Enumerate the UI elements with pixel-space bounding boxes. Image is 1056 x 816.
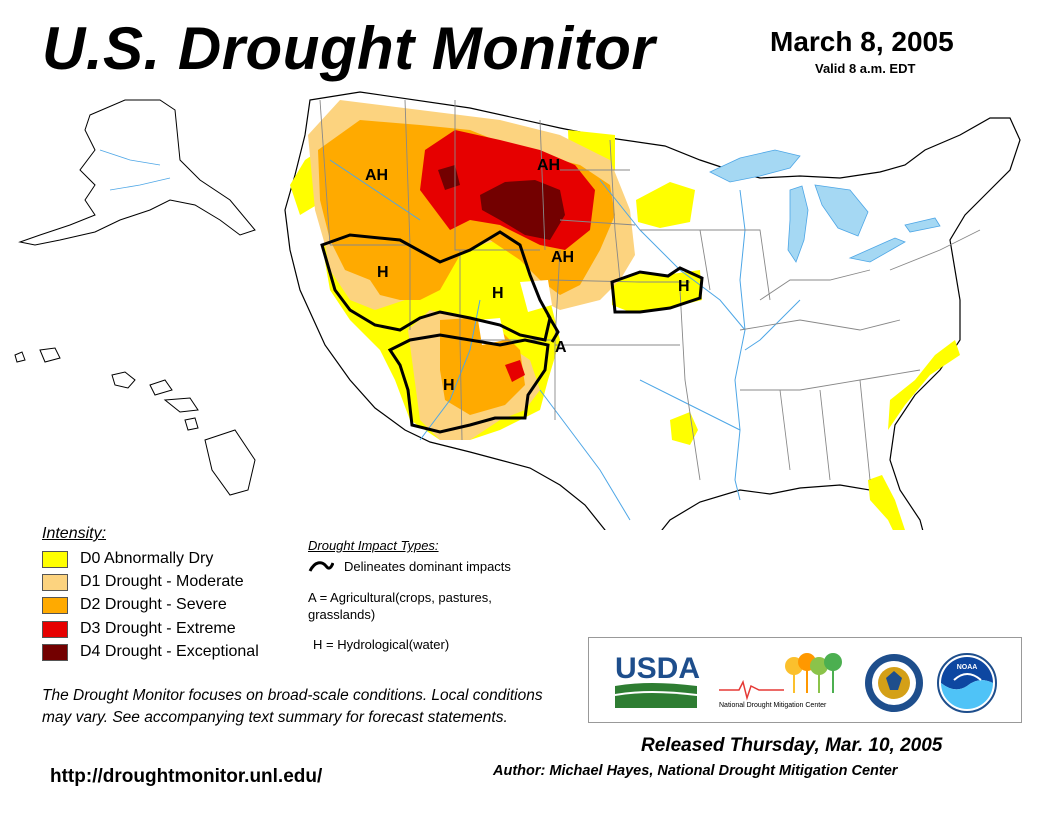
legend-label: D0 Abnormally Dry: [80, 550, 214, 567]
legend-label: D4 Drought - Exceptional: [80, 643, 259, 660]
legend-item-d4: D4 Drought - Exceptional: [42, 642, 259, 662]
impact-types-title: Drought Impact Types:: [308, 538, 439, 553]
legend-swatch-d0: [42, 550, 68, 568]
impact-label: H: [678, 278, 690, 295]
logos-strip: USDA National Drought Mitigation Center: [615, 652, 997, 713]
disclaimer-note: The Drought Monitor focuses on broad-sca…: [42, 687, 543, 726]
svg-text:National Drought Mitigation Ce: National Drought Mitigation Center: [719, 702, 827, 709]
author-credit: Author: Michael Hayes, National Drought …: [493, 763, 898, 779]
lake-superior: [709, 149, 801, 183]
drought-map: AH AH AH H H H H A A A: [14, 91, 1021, 530]
legend-item-d0: D0 Abnormally Dry: [42, 549, 213, 569]
state-boundaries: [319, 99, 981, 481]
hawaii: [14, 347, 256, 496]
impact-agricultural: A = Agricultural(crops, pastures, grassl…: [308, 590, 492, 622]
alaska: [18, 99, 256, 246]
lake-erie: [848, 237, 906, 263]
impact-label: A: [555, 339, 567, 356]
release-date: Released Thursday, Mar. 10, 2005: [641, 735, 943, 756]
lake-michigan: [787, 185, 809, 263]
legend-swatch-d1: [42, 573, 68, 591]
partner-logos: USDA National Drought Mitigation Center: [588, 637, 1022, 723]
impact-label: H: [443, 377, 455, 394]
legend-swatch-d4: [42, 643, 68, 661]
legend-swatch-d2: [42, 596, 68, 614]
legend-label: D3 Drought - Extreme: [80, 620, 236, 637]
legend-title: Intensity:: [42, 525, 107, 542]
impact-label: H: [377, 264, 389, 281]
valid-time: Valid 8 a.m. EDT: [815, 61, 916, 76]
svg-text:USDA: USDA: [615, 652, 700, 685]
legend-item-d1: D1 Drought - Moderate: [42, 572, 244, 592]
legend-label: D2 Drought - Severe: [80, 596, 227, 613]
impact-hydrological: H = Hydrological(water): [313, 637, 450, 652]
lake-huron: [814, 184, 869, 237]
impact-line-label: Delineates dominant impacts: [344, 558, 511, 574]
website-link[interactable]: http://droughtmonitor.unl.edu/: [50, 766, 323, 787]
department-of-commerce-seal: [865, 654, 923, 712]
alaska-rivers: [99, 149, 171, 191]
legend-swatch-d3: [42, 620, 68, 638]
page-title: U.S. Drought Monitor: [42, 15, 656, 82]
impact-boundaries: [320, 230, 704, 434]
normal-area: [520, 280, 552, 312]
impact-label: AH: [537, 157, 560, 174]
impact-line-symbol: [308, 561, 334, 572]
impact-line-legend: Delineates dominant impacts: [308, 558, 511, 574]
legend-item-d2: D2 Drought - Severe: [42, 595, 227, 615]
legend-label: D1 Drought - Moderate: [80, 573, 244, 590]
lake-ontario: [904, 217, 941, 233]
map-date: March 8, 2005: [770, 26, 954, 57]
impact-label: AH: [551, 249, 574, 266]
legend-item-d3: D3 Drought - Extreme: [42, 619, 236, 639]
impact-label: H: [492, 285, 504, 302]
impact-label: AH: [365, 167, 388, 184]
usda-logo: USDA: [615, 652, 700, 708]
noaa-logo: NOAA: [937, 653, 997, 713]
svg-text:NOAA: NOAA: [957, 664, 978, 671]
ndmc-logo: National Drought Mitigation Center: [719, 653, 842, 709]
